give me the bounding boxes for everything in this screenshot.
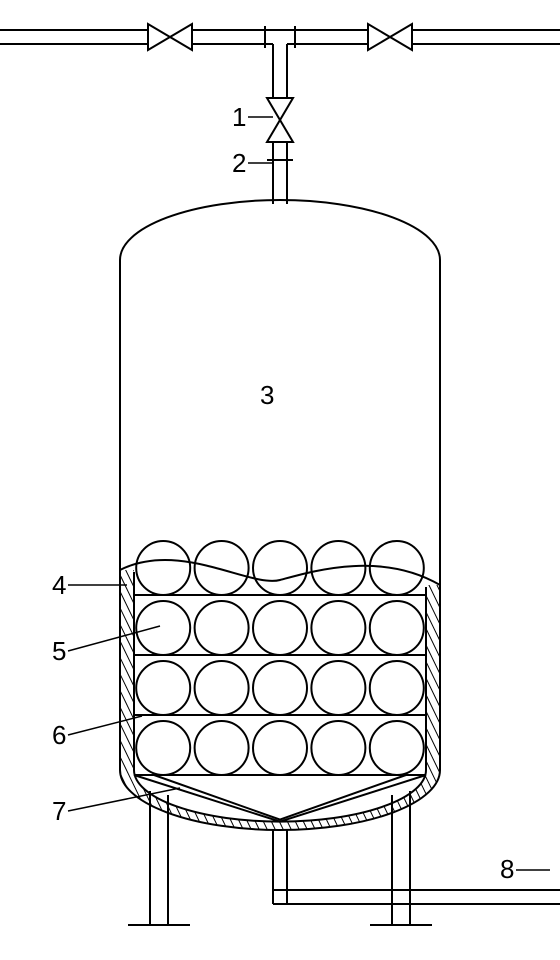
callout-label-1: 1 [232, 102, 246, 133]
callout-label-3: 3 [260, 380, 274, 411]
callout-label-8: 8 [500, 854, 514, 885]
callout-label-4: 4 [52, 570, 66, 601]
callout-label-6: 6 [52, 720, 66, 751]
callout-label-2: 2 [232, 148, 246, 179]
callout-label-5: 5 [52, 636, 66, 667]
callout-label-7: 7 [52, 796, 66, 827]
